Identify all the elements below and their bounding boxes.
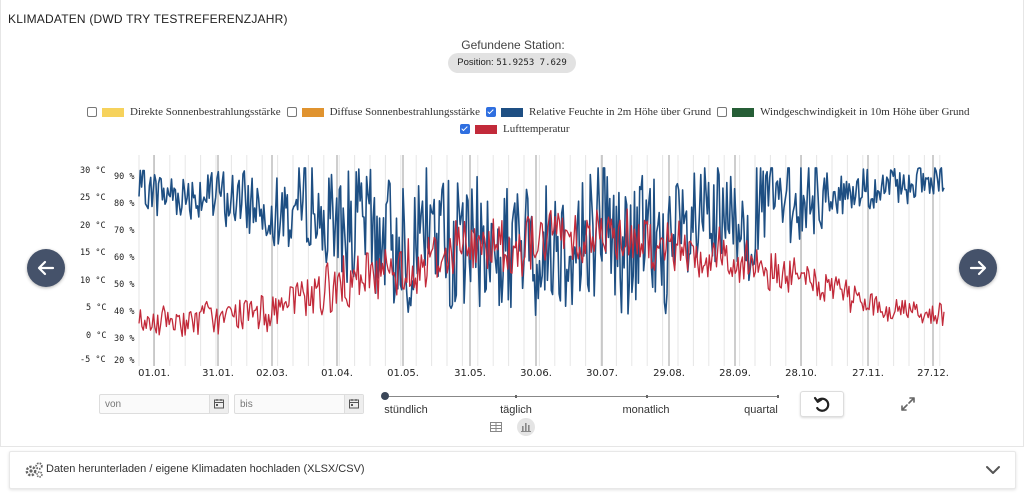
legend-swatch — [301, 107, 324, 117]
slider-handle[interactable] — [381, 392, 389, 400]
slider-tick — [515, 395, 517, 398]
resolution-option-daily[interactable]: täglich — [500, 404, 532, 416]
x-tick-label: 29.08. — [653, 368, 685, 379]
y-tick-label: 60 % — [114, 253, 135, 263]
slider-tick — [777, 395, 779, 398]
y-tick-label: 70 % — [114, 226, 135, 236]
resolution-option-quarterly[interactable]: quartal — [744, 404, 778, 416]
chevron-down-icon[interactable] — [985, 464, 1001, 476]
legend-label: Diffuse Sonnenbestrahlungsstärke — [329, 106, 481, 118]
panel-title: KLIMADATEN (DWD TRY TESTREFERENZJAHR) — [8, 12, 288, 26]
legend-checkbox[interactable] — [717, 107, 728, 117]
y-tick-label: 25 °C — [80, 193, 106, 203]
legend-item-direct-radiation[interactable]: Direkte Sonnenbestrahlungsstärke — [87, 106, 281, 118]
legend-label: Lufttemperatur — [503, 123, 570, 135]
chart-view-button[interactable] — [517, 418, 535, 436]
x-tick-label: 28.10. — [785, 368, 817, 379]
slider-tick — [646, 395, 648, 398]
x-tick-label: 27.12. — [917, 368, 949, 379]
resolution-option-hourly[interactable]: stündlich — [384, 404, 428, 416]
y-tick-label: 10 °C — [80, 276, 106, 286]
date-from-input[interactable] — [100, 395, 205, 413]
position-badge: Position: 51.9253 7.629 — [448, 53, 576, 73]
fullscreen-button[interactable] — [899, 395, 917, 413]
date-to-field[interactable] — [234, 394, 364, 414]
legend-item-temperature[interactable]: Lufttemperatur — [460, 123, 570, 135]
y-tick-label: 40 % — [114, 307, 135, 317]
download-accordion[interactable]: Daten herunterladen / eigene Klimadaten … — [9, 451, 1016, 489]
x-tick-label: 01.01. — [138, 368, 170, 379]
legend-label: Direkte Sonnenbestrahlungsstärke — [130, 106, 281, 118]
climate-data-panel: KLIMADATEN (DWD TRY TESTREFERENZJAHR) Ge… — [0, 0, 1024, 447]
y-tick-label: 30 °C — [80, 166, 106, 176]
legend-label: Windgeschwindigkeit in 10m Höhe über Gru… — [760, 106, 970, 118]
table-icon — [490, 422, 502, 432]
y-tick-label: 90 % — [114, 172, 135, 182]
resolution-option-monthly[interactable]: monatlich — [622, 404, 670, 416]
date-to-input[interactable] — [235, 395, 340, 413]
y-tick-label: 20 °C — [80, 221, 106, 231]
y-tick-label: 15 °C — [80, 248, 106, 258]
temperature-series-line — [138, 208, 945, 337]
arrow-right-icon — [969, 260, 987, 276]
x-tick-label: 30.06. — [520, 368, 552, 379]
legend-checkbox[interactable] — [87, 107, 97, 117]
previous-year-button[interactable] — [27, 249, 65, 287]
calendar-icon[interactable] — [209, 395, 228, 413]
legend-swatch — [732, 107, 755, 117]
legend-checkbox[interactable] — [460, 124, 470, 134]
y-tick-label: 20 % — [114, 356, 135, 366]
date-from-field[interactable] — [99, 394, 229, 414]
x-tick-label: 01.04. — [321, 368, 353, 379]
arrow-left-icon — [37, 260, 55, 276]
y-tick-label: 5 °C — [86, 303, 107, 313]
position-value: 51.9253 7.629 — [496, 58, 567, 68]
y-tick-label: 80 % — [114, 199, 135, 209]
x-tick-label: 01.05. — [387, 368, 419, 379]
y-tick-label: 30 % — [114, 334, 135, 344]
expand-icon — [901, 397, 915, 411]
legend-checkbox[interactable] — [286, 107, 297, 117]
gears-icon — [25, 462, 43, 478]
x-tick-label: 02.03. — [256, 368, 288, 379]
y-tick-label: 0 °C — [86, 331, 107, 341]
y-tick-label: -5 °C — [80, 355, 106, 365]
legend-swatch — [475, 124, 497, 134]
legend-item-diffuse-radiation[interactable]: Diffuse Sonnenbestrahlungsstärke — [286, 106, 481, 118]
x-tick-label: 28.09. — [719, 368, 751, 379]
slider-track[interactable] — [385, 396, 779, 397]
table-view-button[interactable] — [487, 418, 505, 436]
y-tick-label: 50 % — [114, 280, 135, 290]
x-tick-label: 31.01. — [202, 368, 234, 379]
bar-chart-icon — [521, 423, 531, 432]
x-tick-label: 30.07. — [586, 368, 618, 379]
x-tick-label: 31.05. — [454, 368, 486, 379]
reset-icon — [813, 396, 830, 412]
legend-swatch — [501, 107, 524, 117]
calendar-icon[interactable] — [344, 395, 363, 413]
humidity-series-line — [138, 167, 945, 317]
next-year-button[interactable] — [959, 249, 997, 287]
x-tick-label: 27.11. — [852, 368, 884, 379]
legend-label: Relative Feuchte in 2m Höhe über Grund — [529, 106, 712, 118]
reset-zoom-button[interactable] — [800, 391, 844, 417]
legend-swatch — [102, 107, 124, 117]
legend-checkbox[interactable] — [486, 107, 497, 117]
download-label: Daten herunterladen / eigene Klimadaten … — [46, 463, 365, 475]
legend-item-humidity[interactable]: Relative Feuchte in 2m Höhe über Grund — [486, 106, 711, 118]
position-label: Position: — [457, 57, 494, 68]
station-label: Gefundene Station: — [461, 38, 565, 52]
legend-item-wind-speed[interactable]: Windgeschwindigkeit in 10m Höhe über Gru… — [717, 106, 970, 118]
